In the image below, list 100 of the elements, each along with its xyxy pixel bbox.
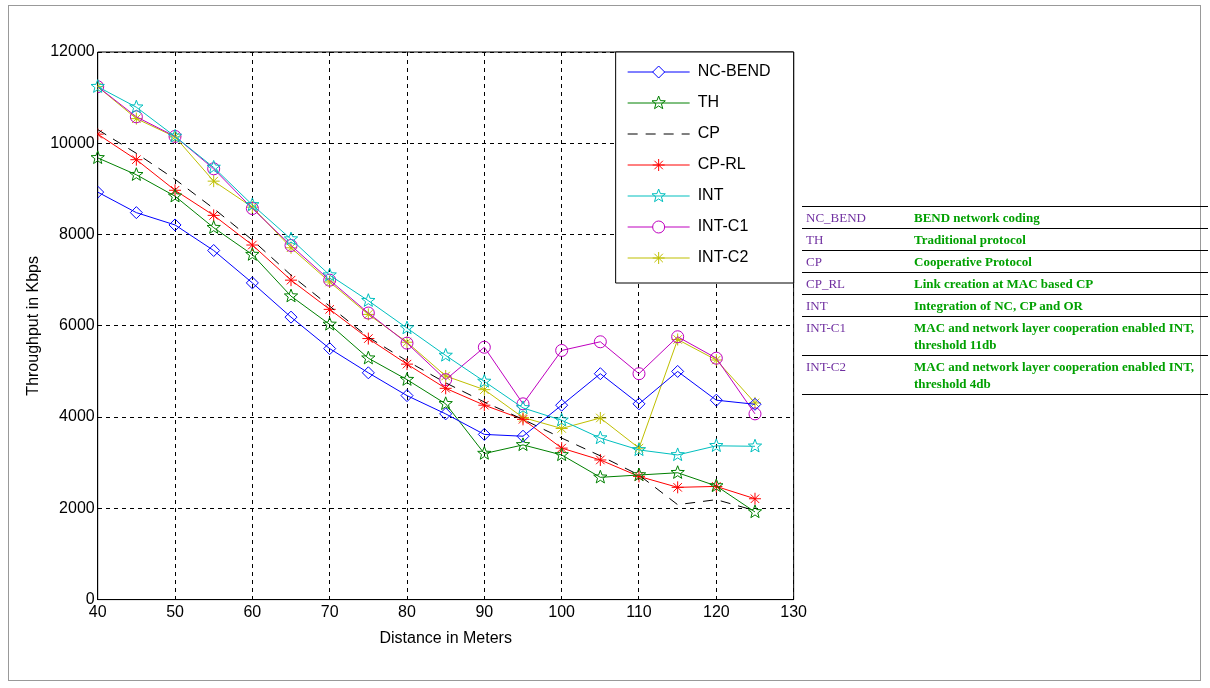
point (129, 167, 144, 181)
x-tick-label: 50 (166, 602, 185, 620)
point (671, 364, 685, 378)
point (438, 396, 453, 410)
point (554, 412, 569, 427)
point (554, 447, 569, 462)
x-axis-title: Distance in Meters (379, 628, 512, 646)
point (400, 357, 414, 371)
text: Traditional protocol (910, 228, 1208, 251)
y-axis-title: Throughput in Kbps (24, 255, 42, 396)
point (439, 381, 453, 395)
text: BEND network coding (910, 206, 1208, 229)
text: CP_RL (802, 272, 910, 295)
point (399, 372, 415, 386)
x-tick-label: 130 (780, 602, 808, 620)
point (516, 397, 530, 411)
text: MAC and network layer cooperation enabled INT, threshold 11db (910, 316, 1208, 356)
point (207, 174, 221, 188)
point (283, 231, 299, 246)
point (361, 350, 376, 365)
point (593, 469, 608, 484)
point (283, 288, 299, 303)
point (284, 273, 298, 287)
text: INT-C1 (802, 316, 910, 356)
legend-label: INT (697, 186, 724, 204)
x-tick-label: 110 (626, 602, 652, 620)
point (555, 441, 569, 455)
point (555, 398, 569, 412)
point (90, 79, 105, 93)
point (477, 427, 491, 441)
point (555, 421, 569, 435)
point (206, 220, 221, 234)
point (477, 383, 491, 397)
point (747, 504, 763, 519)
point (207, 208, 221, 222)
point (207, 244, 221, 258)
x-tick-label: 80 (398, 602, 417, 620)
point (245, 247, 260, 261)
legend-label: CP (697, 124, 720, 142)
point (477, 373, 492, 388)
x-tick-label: 60 (243, 602, 262, 620)
point (90, 150, 105, 165)
point (129, 99, 144, 114)
point (284, 310, 298, 324)
point (322, 316, 337, 331)
point (129, 153, 143, 167)
point (747, 438, 763, 453)
point (361, 366, 375, 380)
point (245, 238, 259, 252)
y-tick-label: 6000 (59, 316, 95, 334)
x-tick-label: 90 (475, 602, 494, 620)
point (709, 393, 723, 407)
point (709, 438, 724, 452)
point (555, 343, 569, 357)
point (593, 335, 607, 349)
text: CP (802, 250, 910, 273)
text: INT (802, 294, 910, 317)
text: MAC and network layer cooperation enabled INT, threshold 4db (910, 355, 1208, 395)
text: INT-C2 (802, 355, 910, 395)
x-tick-label: 120 (702, 602, 730, 620)
y-tick-label: 12000 (50, 42, 95, 60)
legend-label: INT-C2 (697, 248, 749, 266)
text: Integration of NC, CP and OR (910, 294, 1208, 317)
point (632, 367, 646, 381)
y-tick-label: 4000 (59, 407, 95, 425)
x-tick-label: 70 (320, 602, 339, 620)
y-tick-label: 2000 (59, 498, 95, 516)
legend-label: CP-RL (697, 155, 746, 173)
point (748, 407, 762, 421)
point (748, 492, 762, 506)
point (167, 188, 183, 203)
point (515, 437, 531, 452)
point (168, 218, 182, 232)
y-tick-label: 8000 (59, 224, 95, 242)
point (168, 183, 182, 197)
point (671, 480, 685, 494)
point (323, 342, 337, 356)
point (439, 369, 453, 383)
point (593, 430, 608, 445)
point (400, 389, 414, 403)
legend-label: INT-C1 (697, 217, 749, 235)
point (632, 397, 646, 411)
point (438, 347, 453, 362)
point (245, 276, 259, 290)
point (516, 429, 530, 443)
legend-label: TH (697, 93, 719, 111)
point (593, 453, 607, 467)
point (361, 332, 375, 346)
point (323, 302, 337, 316)
text: Cooperative Protocol (910, 250, 1208, 273)
point (515, 400, 531, 415)
point (439, 373, 453, 387)
text: NC_BEND (802, 206, 910, 229)
point (670, 447, 685, 462)
point (477, 398, 491, 412)
point (477, 446, 492, 460)
x-tick-label: 100 (548, 602, 576, 620)
text: TH (802, 228, 910, 251)
text: Link creation at MAC based CP (910, 272, 1208, 295)
legend-label: NC-BEND (697, 62, 771, 80)
